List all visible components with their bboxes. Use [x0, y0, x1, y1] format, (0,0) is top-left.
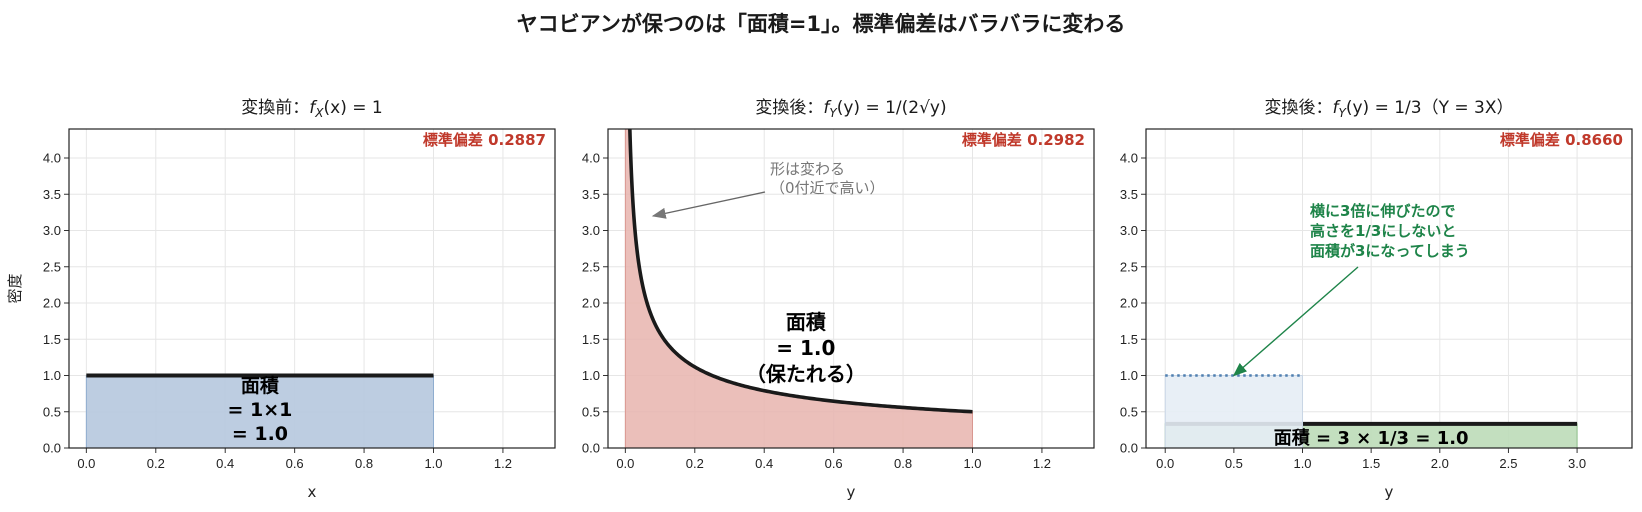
annotation-text: 面積が3になってしまう: [1310, 242, 1470, 260]
std-dev-label: 標準偏差 0.2982: [962, 131, 1085, 149]
area-label: （保たれる）: [746, 362, 866, 386]
annotation-text: 高さを1/3にしないと: [1310, 222, 1456, 240]
x-tick-label: 1.2: [1033, 456, 1051, 471]
y-tick-label: 2.0: [1120, 296, 1138, 311]
x-tick-label: 0.8: [894, 456, 912, 471]
y-tick-label: 3.5: [1120, 187, 1138, 202]
x-tick-label: 1.0: [424, 456, 442, 471]
x-tick-label: 2.0: [1431, 456, 1449, 471]
density-curve: [628, 128, 973, 414]
x-tick-label: 0.8: [355, 456, 373, 471]
y-tick-label: 1.5: [43, 332, 61, 347]
annotation-text: （0付近で高い）: [770, 179, 885, 197]
x-tick-label: 0.5: [1225, 456, 1243, 471]
x-tick-label: 1.0: [1293, 456, 1311, 471]
x-tick-label: 1.2: [494, 456, 512, 471]
area-label: = 1×1: [227, 399, 292, 421]
annotation-arrow: [651, 191, 766, 219]
annotation-text: 横に3倍に伸びたので: [1310, 202, 1455, 220]
y-tick-label: 0.0: [1120, 441, 1138, 456]
chart-panel-1: 0.0 0.2 0.4 0.6 0.8 1.0 1.2 0.0 0.5 1.0 1.5 2.0 2.5 3…: [6, 98, 556, 501]
annotation-text: 形は変わる: [770, 160, 845, 178]
x-tick-label: 0.4: [755, 456, 773, 471]
y-tick-label: 0.5: [43, 404, 61, 419]
x-tick-label: 0.0: [77, 456, 95, 471]
x-tick-label: 0.2: [686, 456, 704, 471]
area-label: 面積: [786, 310, 827, 334]
y-tick-label: 2.0: [43, 296, 61, 311]
x-axis-label: y: [1385, 483, 1394, 501]
plot-frame: [607, 128, 1095, 449]
area-label: 面積: [241, 374, 279, 397]
chart-panel-3: 0.0 0.5 1.0 1.5 2.0 2.5 3.0 0.0 0.5 1.0 1.5 2.0 2.5 3…: [1120, 98, 1633, 501]
y-tick-label: 1.5: [582, 332, 600, 347]
plot-frame: [68, 128, 556, 449]
x-tick-label: 0.0: [616, 456, 634, 471]
y-tick-label: 2.5: [43, 259, 61, 274]
y-tick-label: 4.0: [582, 151, 600, 166]
figure-title: ヤコビアンが保つのは「面積=1」。標準偏差はバラバラに変わる: [516, 12, 1126, 36]
y-tick-label: 1.5: [1120, 332, 1138, 347]
std-dev-label: 標準偏差 0.8660: [1500, 131, 1623, 149]
y-tick-label: 3.0: [582, 223, 600, 238]
y-axis-label: 密度: [6, 273, 24, 303]
chart-title: 変換後：fY(y) = 1/(2√y): [755, 98, 946, 120]
plot-frame: [1145, 128, 1633, 449]
y-tick-label: 4.0: [43, 151, 61, 166]
chart-panel-2: 0.0 0.2 0.4 0.6 0.8 1.0 1.2 0.0 0.5 1.0 1.5 2.0 2.5 3…: [582, 98, 1095, 501]
area-label: = 1.0: [776, 336, 835, 360]
area-label: 面積 = 3 × 1/3 = 1.0: [1274, 427, 1469, 449]
annotation-arrow: [1232, 266, 1359, 377]
y-tick-label: 2.5: [582, 259, 600, 274]
x-tick-label: 1.0: [963, 456, 981, 471]
x-tick-label: 2.5: [1499, 456, 1517, 471]
x-tick-label: 3.0: [1568, 456, 1586, 471]
x-tick-label: 0.4: [216, 456, 234, 471]
chart-title: 変換後：fY(y) = 1/3（Y = 3X）: [1265, 98, 1514, 120]
y-tick-label: 1.0: [43, 368, 61, 383]
y-tick-label: 0.0: [582, 441, 600, 456]
area-label: = 1.0: [232, 423, 288, 445]
y-tick-label: 3.5: [43, 187, 61, 202]
y-tick-label: 4.0: [1120, 151, 1138, 166]
y-tick-label: 3.0: [43, 223, 61, 238]
y-tick-label: 0.5: [1120, 404, 1138, 419]
y-tick-label: 1.0: [1120, 368, 1138, 383]
x-tick-label: 0.2: [147, 456, 165, 471]
y-tick-label: 0.0: [43, 441, 61, 456]
x-tick-label: 0.6: [286, 456, 304, 471]
y-tick-label: 2.0: [582, 296, 600, 311]
x-tick-label: 0.6: [825, 456, 843, 471]
y-tick-label: 1.0: [582, 368, 600, 383]
y-tick-label: 2.5: [1120, 259, 1138, 274]
chart-title: 変換前：fX(x) = 1: [241, 98, 382, 120]
x-tick-label: 1.5: [1362, 456, 1380, 471]
y-tick-label: 3.0: [1120, 223, 1138, 238]
x-tick-label: 0.0: [1156, 456, 1174, 471]
x-axis-label: x: [308, 483, 317, 501]
y-tick-label: 3.5: [582, 187, 600, 202]
std-dev-label: 標準偏差 0.2887: [423, 131, 546, 149]
y-tick-label: 0.5: [582, 404, 600, 419]
x-axis-label: y: [847, 483, 856, 501]
